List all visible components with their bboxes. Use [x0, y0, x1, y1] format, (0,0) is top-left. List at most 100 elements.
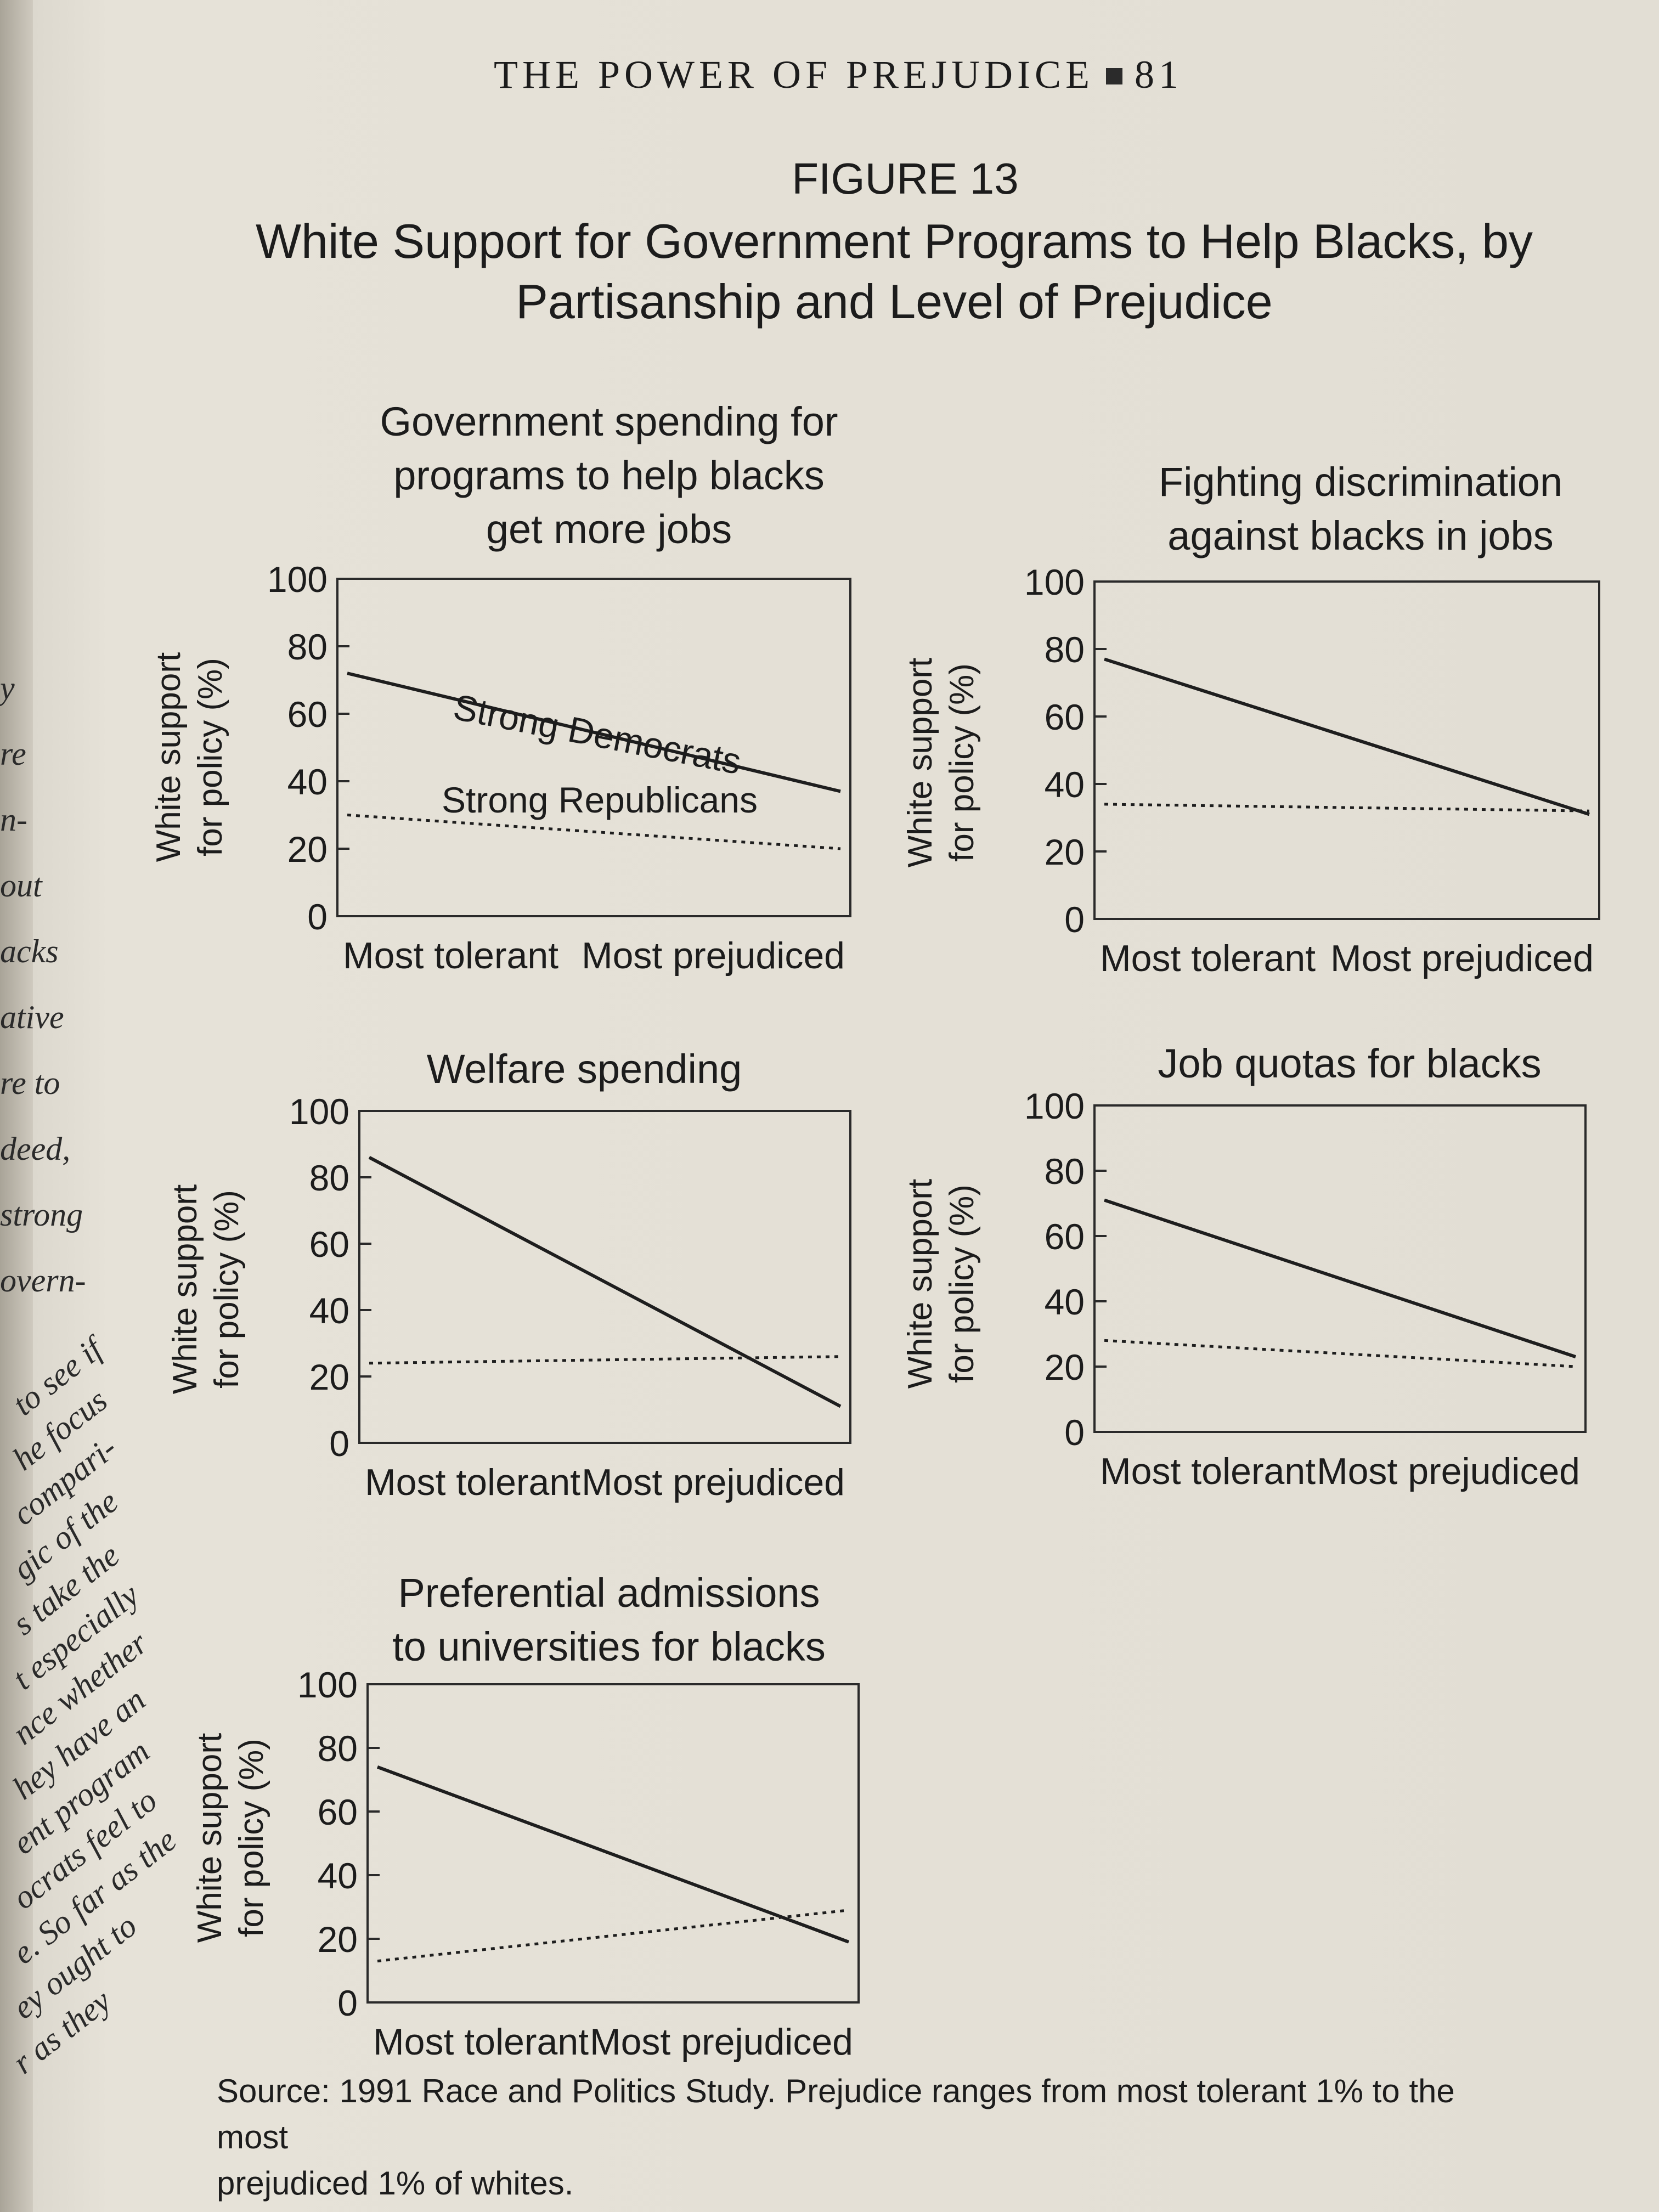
- facing-page-text-fragment: overn-: [0, 1262, 86, 1299]
- panel-1-title: Government spending for programs to help…: [307, 395, 911, 556]
- figure-title: White Support for Government Programs to…: [230, 211, 1558, 332]
- source-line: Source: 1991 Race and Politics Study. Pr…: [217, 2073, 1455, 2155]
- strong-democrats-line: [1104, 1198, 1576, 1358]
- panel-2-title: Fighting discrimination against blacks i…: [1114, 455, 1607, 563]
- facing-page-text-fragment: acks: [0, 933, 59, 969]
- panel-title-line: against blacks in jobs: [1167, 513, 1554, 558]
- panel-4-y-axis-label: White support for policy (%): [900, 1141, 988, 1426]
- facing-page-edge: [0, 0, 33, 2212]
- strong-democrats-line: [347, 672, 841, 793]
- strong-republicans-line: [1104, 803, 1590, 812]
- x-category-label: Most prejudiced: [590, 2021, 853, 2063]
- y-axis-label-line: for policy (%): [943, 1184, 981, 1383]
- facing-page-text-fragment: ative: [0, 999, 64, 1035]
- panel-title-line: Fighting discrimination: [1158, 459, 1563, 505]
- panel-4-chart: 0 20 40 60 80 100 Most tolerant Most prejudiced: [1024, 1086, 1587, 1492]
- x-category-label: Most tolerant: [343, 935, 558, 977]
- strong-democrats-line: [376, 1765, 850, 1944]
- panel-5-y-axis-label: White support for policy (%): [189, 1695, 277, 1980]
- y-tick-label: 80: [318, 1728, 358, 1769]
- panel-title-line: programs to help blacks: [393, 453, 825, 498]
- plot-frame: [358, 1110, 851, 1444]
- strong-democrats-line: [1104, 657, 1590, 816]
- page-number: 81: [1135, 53, 1183, 97]
- y-axis-label-line: White support: [166, 1184, 204, 1395]
- panel-title-line: Job quotas for blacks: [1158, 1041, 1542, 1086]
- facing-page-text-fragment: n-: [0, 802, 27, 838]
- y-tick-label: 0: [1064, 1412, 1085, 1453]
- y-tick-label: 40: [287, 761, 328, 802]
- y-tick-label: 80: [309, 1158, 349, 1198]
- y-tick-label: 0: [307, 896, 328, 937]
- facing-page-text: y re n-out acks ative re to deed, strong overn-t…: [0, 658, 183, 2212]
- panel-2-chart: 0 20 40 60 80 100 Most tolerant Most prejudiced: [1024, 562, 1600, 979]
- y-axis-label-line: White support: [191, 1733, 229, 1943]
- panel-1-y-axis-label: White support for policy (%): [148, 614, 236, 900]
- y-tick-label: 20: [287, 829, 328, 870]
- strong-republicans-line: [1104, 1339, 1576, 1368]
- y-tick-label: 60: [1045, 1216, 1085, 1257]
- y-axis-label-line: White support: [901, 657, 939, 868]
- x-category-label: Most tolerant: [1100, 1451, 1316, 1492]
- x-category-label: Most prejudiced: [582, 935, 845, 977]
- panel-4-title: Job quotas for blacks: [1125, 1037, 1575, 1091]
- y-tick-label: 100: [267, 559, 328, 600]
- square-bullet-icon: [1106, 68, 1123, 85]
- figure-title-line: White Support for Government Programs to…: [255, 214, 1533, 268]
- panel-3-y-axis-label: White support for policy (%): [165, 1147, 252, 1432]
- x-category-label: Most prejudiced: [1317, 1451, 1580, 1492]
- y-tick-label: 60: [309, 1224, 349, 1265]
- running-head-title: THE POWER OF PREJUDICE: [494, 53, 1094, 97]
- source-line: prejudiced 1% of whites.: [217, 2165, 574, 2202]
- y-tick-label: 20: [1045, 1347, 1085, 1387]
- running-head: THE POWER OF PREJUDICE 81: [494, 52, 1317, 98]
- panel-1-chart: 0 20 40 60 80 100 Most tolerant Most prejudiced: [267, 559, 851, 977]
- y-axis-label-line: for policy (%): [233, 1739, 270, 1937]
- source-note: Source: 1991 Race and Politics Study. Pr…: [217, 2068, 1533, 2207]
- x-category-label: Most tolerant: [373, 2021, 589, 2063]
- facing-page-text-fragment: re to: [0, 1065, 60, 1101]
- y-tick-label: 80: [1045, 1151, 1085, 1192]
- strong-republicans-line: [347, 814, 841, 850]
- panel-title-line: Welfare spending: [426, 1046, 742, 1092]
- panel-2-y-axis-label: White support for policy (%): [900, 620, 988, 905]
- y-tick-label: 100: [1024, 1086, 1085, 1126]
- y-tick-label: 20: [318, 1919, 358, 1960]
- y-tick-label: 60: [318, 1792, 358, 1832]
- x-category-label: Most tolerant: [1100, 938, 1316, 979]
- panel-title-line: Preferential admissions: [398, 1570, 820, 1616]
- y-tick-label: 40: [309, 1290, 349, 1331]
- strong-republicans-line: [369, 1355, 841, 1365]
- y-tick-label: 60: [1045, 697, 1085, 737]
- plot-frame: [1093, 1104, 1587, 1433]
- y-tick-label: 0: [337, 1983, 358, 2023]
- y-axis-label-line: White support: [901, 1178, 939, 1389]
- facing-page-text-fragment: y: [0, 670, 15, 706]
- facing-page-text-fragment: strong: [0, 1197, 83, 1233]
- strong-republicans-line: [377, 1909, 849, 1963]
- y-tick-label: 20: [309, 1357, 349, 1397]
- panel-title-line: get more jobs: [486, 506, 732, 552]
- y-axis-label-line: for policy (%): [208, 1190, 246, 1389]
- x-category-label: Most prejudiced: [582, 1462, 845, 1503]
- y-tick-label: 100: [1024, 562, 1085, 602]
- y-tick-label: 80: [1045, 629, 1085, 670]
- x-category-label: Most tolerant: [365, 1462, 580, 1503]
- y-tick-label: 100: [289, 1091, 349, 1132]
- x-category-label: Most prejudiced: [1330, 938, 1594, 979]
- y-tick-label: 40: [1045, 1282, 1085, 1322]
- y-tick-label: 0: [329, 1423, 349, 1464]
- y-axis-label-line: for policy (%): [191, 658, 229, 856]
- panel-5-title: Preferential admissions to universities …: [351, 1566, 867, 1674]
- figure-title-line: Partisanship and Level of Prejudice: [516, 274, 1273, 329]
- y-axis-label-line: White support: [150, 652, 188, 862]
- facing-page-text-fragment: deed,: [0, 1131, 71, 1167]
- panel-3-title: Welfare spending: [384, 1042, 785, 1096]
- y-axis-label-line: for policy (%): [943, 663, 981, 862]
- y-tick-label: 80: [287, 627, 328, 667]
- strong-republicans-label: Strong Republicans: [442, 780, 758, 820]
- panel-3-chart: 0 20 40 60 80 100 Most tolerant Most prejudiced: [289, 1091, 851, 1503]
- facing-page-text-fragment: re: [0, 736, 26, 772]
- strong-democrats-line: [368, 1156, 842, 1408]
